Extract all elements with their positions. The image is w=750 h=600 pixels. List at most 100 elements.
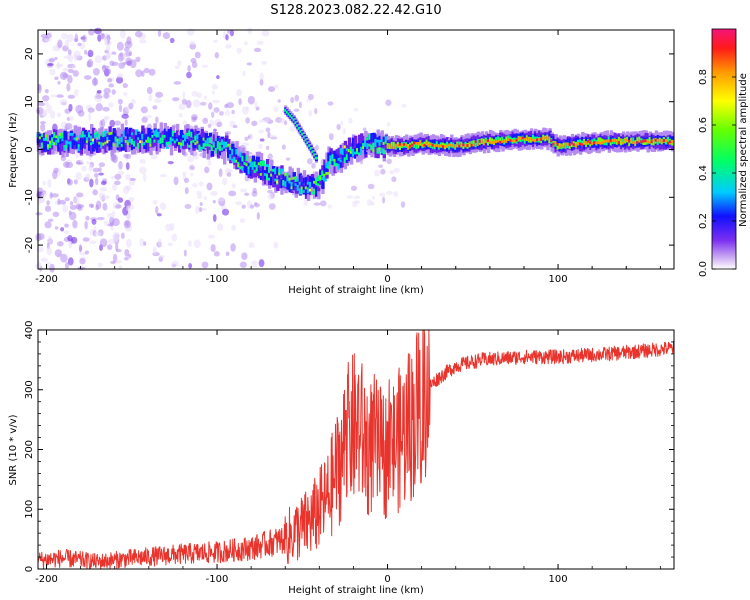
noise-speck — [246, 62, 252, 66]
ridge-cell — [343, 148, 348, 159]
noise-speck — [208, 234, 216, 239]
ridge-cell — [638, 139, 642, 143]
ridge-cell — [57, 141, 61, 151]
ridge-cell — [497, 136, 501, 142]
ridge-cell — [79, 140, 84, 150]
noise-speck — [313, 202, 321, 206]
noise-speck — [116, 41, 124, 51]
noise-speck — [110, 175, 115, 180]
noise-speck — [196, 190, 202, 195]
ridge-cell — [139, 136, 143, 142]
ridge-cell — [104, 136, 108, 146]
noise-speck — [210, 190, 218, 196]
noise-speck — [114, 259, 122, 264]
ridge-cell — [278, 175, 282, 189]
ridge-cell — [73, 137, 78, 141]
ridge-cell — [552, 142, 556, 146]
ridge-cell — [61, 138, 65, 152]
ridge-cell — [159, 138, 163, 144]
ridge-cell — [619, 138, 624, 142]
ridge-cell — [358, 134, 362, 148]
noise-speck — [173, 176, 179, 186]
ridge-cell — [587, 139, 591, 143]
ridge-cell — [112, 143, 116, 147]
ridge-cell — [652, 139, 657, 146]
ridge-cell — [135, 130, 139, 140]
ridge-cell — [317, 183, 321, 187]
noise-speck — [241, 142, 250, 146]
ridge-cell — [372, 149, 376, 153]
ridge-cell — [87, 141, 92, 151]
branch-cell — [301, 132, 305, 136]
y-tick-label: -20 — [24, 237, 35, 253]
ridge-cell — [304, 189, 309, 196]
ridge-cell — [501, 140, 505, 144]
ridge-cell — [116, 138, 120, 142]
ridge-cell — [433, 144, 438, 148]
noise-speck — [47, 62, 54, 66]
noise-speck — [108, 83, 114, 88]
noise-speck — [73, 197, 80, 205]
ridge-cell — [263, 173, 268, 180]
noise-speck — [68, 69, 75, 74]
ridge-cell — [65, 132, 69, 142]
ridge-cell — [265, 164, 270, 168]
ridge-cell — [38, 136, 43, 140]
ridge-cell — [231, 143, 235, 153]
noise-speck — [285, 157, 291, 161]
noise-speck — [319, 200, 327, 207]
ridge-cell — [108, 141, 112, 151]
noise-speck — [203, 196, 207, 201]
noise-speck — [199, 202, 203, 206]
ridge-cell — [306, 174, 311, 188]
ridge-cell — [576, 141, 581, 145]
noise-speck — [386, 190, 393, 195]
ridge-cell — [247, 166, 251, 170]
noise-speck — [124, 220, 130, 227]
ridge-cell — [470, 143, 474, 147]
noise-speck — [73, 179, 78, 185]
noise-speck — [50, 110, 56, 119]
ridge-cell — [243, 153, 247, 160]
noise-speck — [52, 211, 60, 218]
ridge-cell — [83, 138, 88, 144]
ridge-cell — [278, 172, 282, 176]
ridge-cell — [286, 180, 290, 190]
ridge-cell — [603, 140, 607, 143]
noise-speck — [307, 158, 313, 165]
ridge-cell — [235, 159, 239, 163]
ridge-cell — [476, 143, 481, 146]
ridge-cell — [192, 131, 196, 138]
ridge-cell — [122, 130, 127, 134]
branch-cell — [306, 141, 310, 145]
noise-speck — [298, 101, 302, 109]
ridge-cell — [112, 136, 116, 143]
noise-speck — [146, 86, 153, 95]
ridge-cell — [351, 149, 356, 152]
ridge-cell — [87, 134, 92, 138]
y-tick-label: 10 — [24, 95, 35, 108]
ridge-cell — [411, 143, 415, 147]
noise-speck — [207, 159, 212, 166]
noise-speck — [74, 89, 79, 97]
noise-speck — [239, 218, 246, 223]
ridge-cell — [595, 141, 599, 145]
noise-speck — [261, 30, 270, 37]
noise-speck — [181, 98, 188, 105]
noise-speck — [193, 239, 201, 249]
ridge-cell — [184, 134, 188, 141]
ridge-cell — [362, 143, 366, 149]
ridge-cell — [579, 142, 583, 146]
ridge-cell — [628, 139, 632, 143]
ridge-cell — [171, 133, 176, 143]
ridge-cell — [175, 138, 180, 142]
ridge-cell — [65, 145, 69, 149]
ridge-cell — [69, 132, 73, 136]
ridge-cell — [280, 179, 284, 189]
noise-speck — [228, 190, 237, 197]
ridge-cell — [55, 135, 59, 139]
ridge-cell — [329, 154, 333, 174]
ridge-cell — [366, 143, 370, 149]
noise-speck — [210, 244, 216, 253]
